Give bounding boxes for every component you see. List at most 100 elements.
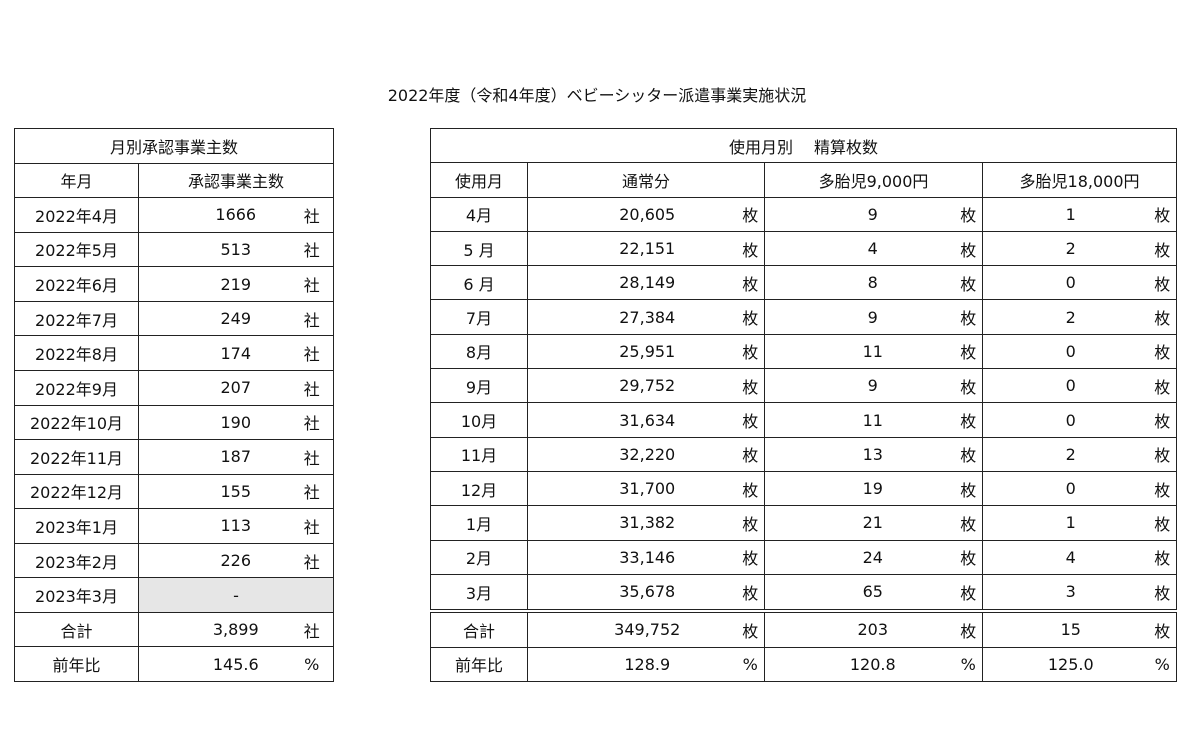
cell-unit: 枚	[1148, 196, 1178, 232]
cell-value: 0	[982, 265, 1149, 301]
cell-value: 2	[982, 436, 1149, 472]
cell-unit: 枚	[954, 368, 983, 404]
cell-value: 28,149	[527, 265, 737, 301]
row-label: 2022年10月	[14, 404, 139, 441]
data-row: 7月 27,384 枚 9 枚 2 枚	[430, 299, 1178, 335]
row-label: 2023年2月	[14, 542, 139, 579]
data-row: 9月 29,752 枚 9 枚 0 枚	[430, 368, 1178, 404]
cell-value: 249	[138, 300, 291, 337]
cell-value: 9	[764, 196, 955, 232]
cell-unit: 枚	[954, 505, 983, 541]
data-row: 8月 25,951 枚 11 枚 0 枚	[430, 333, 1178, 370]
row-label: 2022年6月	[14, 266, 139, 302]
cell-unit: 枚	[954, 402, 983, 438]
data-row: 6 月 28,149 枚 8 枚 0 枚	[430, 265, 1178, 301]
row-label: 1月	[430, 505, 528, 541]
cell-unit: 枚	[954, 539, 983, 575]
cell-value: 513	[138, 231, 291, 268]
column-header: 多胎児18,000円	[981, 162, 1178, 198]
cell-unit: 社	[290, 231, 335, 268]
data-row: 2022年5月 513 社	[14, 231, 335, 268]
cell-unit: 枚	[954, 333, 983, 370]
cell-unit: 枚	[736, 436, 765, 472]
row-label: 8月	[430, 333, 528, 370]
data-row: 5 月 22,151 枚 4 枚 2 枚	[430, 230, 1178, 267]
row-label: 12月	[430, 470, 528, 507]
data-row: 2022年10月 190 社	[14, 404, 335, 441]
row-label: 2月	[430, 539, 528, 575]
data-row: 2022年12月 155 社	[14, 473, 335, 510]
cell-unit: %	[736, 646, 765, 683]
cell-unit: 枚	[736, 368, 765, 404]
cell-value: -	[137, 577, 335, 613]
voucher-table: 使用月別 精算枚数 使用月 通常分 多胎児9,000円 多胎児18,000円 4月 20,6…	[429, 127, 1178, 683]
data-row: 合計 349,752 枚 203 枚 15 枚	[430, 608, 1178, 648]
data-row: 2月 33,146 枚 24 枚 4 枚	[430, 539, 1178, 575]
cell-value: 4	[982, 539, 1149, 575]
row-label: 11月	[430, 436, 528, 472]
cell-unit: 枚	[736, 608, 765, 648]
cell-unit: 枚	[1148, 470, 1178, 507]
row-label: 4月	[430, 196, 528, 232]
cell-unit: 枚	[736, 539, 765, 575]
cell-value: 9	[764, 299, 955, 335]
row-label: 2022年4月	[14, 197, 139, 233]
cell-value: 65	[764, 573, 955, 612]
row-label: 合計	[430, 608, 528, 648]
cell-value: 145.6	[138, 646, 291, 682]
cell-unit: 枚	[1148, 265, 1178, 301]
cell-value: 349,752	[527, 608, 737, 648]
cell-unit: 枚	[736, 230, 765, 267]
cell-value: 3,899	[138, 611, 291, 648]
cell-unit: 枚	[954, 299, 983, 335]
row-label: 3月	[430, 573, 528, 612]
column-header: 承認事業主数	[137, 162, 335, 199]
cell-unit: 社	[290, 542, 335, 579]
data-row: 2022年11月 187 社	[14, 439, 335, 475]
table-caption: 月別承認事業主数	[13, 128, 335, 164]
cell-value: 219	[138, 266, 291, 302]
cell-unit: 枚	[954, 265, 983, 301]
data-row: 3月 35,678 枚 65 枚 3 枚	[430, 573, 1178, 612]
cell-value: 13	[764, 436, 955, 472]
cell-value: 15	[982, 608, 1149, 648]
cell-unit: 枚	[1148, 608, 1178, 648]
cell-value: 0	[982, 470, 1149, 507]
data-row: 2023年3月 -	[14, 577, 335, 613]
cell-unit: 枚	[1148, 436, 1178, 472]
cell-unit: 社	[290, 197, 335, 233]
cell-value: 35,678	[527, 573, 737, 612]
cell-value: 11	[764, 402, 955, 438]
cell-value: 174	[138, 335, 291, 371]
cell-unit: 枚	[736, 196, 765, 232]
cell-unit: 枚	[736, 573, 765, 612]
row-label: 2022年11月	[14, 439, 139, 475]
row-label: 前年比	[430, 646, 528, 683]
cell-value: 155	[138, 473, 291, 510]
cell-unit: 社	[290, 439, 335, 475]
cell-unit: 枚	[1148, 299, 1178, 335]
header-row: 使用月 通常分 多胎児9,000円 多胎児18,000円	[430, 162, 1178, 198]
column-header: 多胎児9,000円	[764, 162, 983, 198]
cell-unit: 枚	[736, 470, 765, 507]
column-header: 使用月	[430, 162, 528, 198]
cell-value: 29,752	[527, 368, 737, 404]
cell-unit: 枚	[1148, 333, 1178, 370]
cell-unit: 枚	[736, 402, 765, 438]
cell-value: 4	[764, 230, 955, 267]
cell-value: 1666	[138, 197, 291, 233]
row-label: 2023年3月	[14, 577, 139, 613]
cell-unit: 枚	[1148, 505, 1178, 541]
row-label: 合計	[14, 611, 139, 648]
cell-unit: 枚	[954, 436, 983, 472]
cell-unit: 枚	[1148, 368, 1178, 404]
cell-value: 190	[138, 404, 291, 441]
cell-value: 24	[764, 539, 955, 575]
row-label: 9月	[430, 368, 528, 404]
row-label: 2022年5月	[14, 231, 139, 268]
data-row: 前年比 145.6%	[14, 646, 335, 682]
table-caption: 使用月別 精算枚数	[429, 127, 1178, 164]
data-row: 前年比 128.9% 120.8% 125.0%	[430, 646, 1178, 683]
data-row: 2023年1月 113 社	[14, 508, 335, 544]
